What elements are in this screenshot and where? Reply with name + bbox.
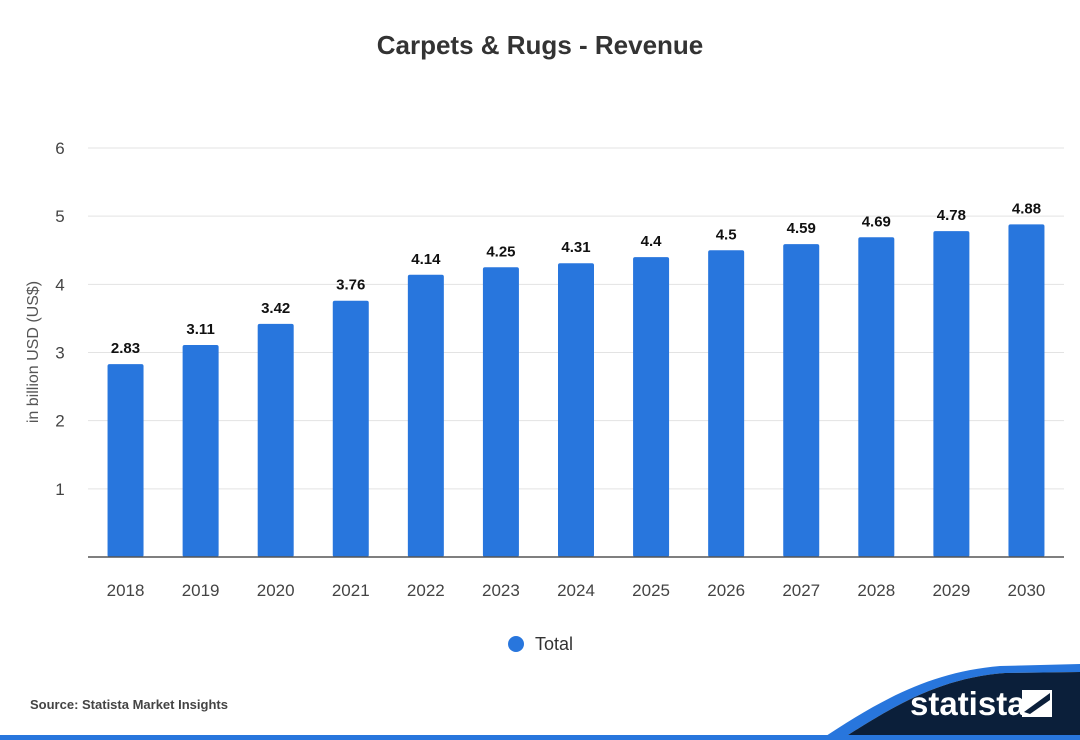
data-label-2022: 4.14 [411, 251, 441, 268]
x-tick-label-2027: 2027 [782, 581, 820, 600]
x-tick-label-2021: 2021 [332, 581, 370, 600]
data-label-2023: 4.25 [486, 243, 515, 260]
chart-title: Carpets & Rugs - Revenue [376, 30, 704, 60]
data-label-2027: 4.59 [787, 220, 816, 237]
y-tick-label: 4 [55, 275, 64, 294]
bar-2029[interactable] [933, 231, 970, 557]
x-tick-label-2018: 2018 [107, 581, 145, 600]
x-axis: 2018 2019 2020 2021 2022 2023 2024 2025 2026 2027… [88, 556, 1064, 600]
y-tick-label: 1 [55, 480, 64, 499]
x-tick-label-2019: 2019 [182, 581, 220, 600]
data-labels: 2.83 3.11 3.42 3.76 4.14 4.25 4.31 4.4 4.5 4.59 4.… [111, 200, 1041, 357]
statista-logo[interactable]: statista [820, 664, 1080, 740]
bar-2022[interactable] [407, 274, 444, 557]
data-label-2028: 4.69 [862, 213, 891, 230]
x-tick-label-2020: 2020 [257, 581, 295, 600]
bar-2018[interactable] [107, 364, 144, 557]
x-tick-label-2023: 2023 [482, 581, 520, 600]
data-label-2018: 2.83 [111, 340, 140, 357]
y-tick-label: 6 [55, 139, 64, 158]
bar-2019[interactable] [182, 345, 219, 557]
x-tick-label-2024: 2024 [557, 581, 595, 600]
x-tick-label-2022: 2022 [407, 581, 445, 600]
statista-mark-icon [1022, 690, 1052, 717]
y-tick-label: 3 [55, 344, 64, 363]
source-note: Source: Statista Market Insights [30, 697, 228, 712]
x-tick-label-2025: 2025 [632, 581, 670, 600]
bar-2027[interactable] [783, 244, 820, 558]
legend-label-total: Total [535, 634, 573, 654]
y-axis: 1 2 3 4 5 6 [55, 139, 64, 499]
y-tick-label: 5 [55, 207, 64, 226]
x-tick-label-2028: 2028 [857, 581, 895, 600]
bar-2026[interactable] [708, 250, 745, 557]
legend[interactable]: Total [508, 634, 573, 654]
bar-2023[interactable] [482, 267, 519, 557]
data-label-2024: 4.31 [561, 239, 590, 256]
logo-accent-stripe [820, 664, 1080, 740]
data-label-2029: 4.78 [937, 207, 966, 224]
x-tick-label-2030: 2030 [1008, 581, 1046, 600]
data-label-2030: 4.88 [1012, 200, 1041, 217]
data-label-2025: 4.4 [641, 233, 663, 250]
data-label-2019: 3.11 [186, 321, 214, 338]
bar-2030[interactable] [1008, 224, 1045, 557]
data-label-2021: 3.76 [336, 277, 365, 294]
data-label-2020: 3.42 [261, 300, 290, 317]
bar-2021[interactable] [332, 300, 369, 557]
data-label-2026: 4.5 [716, 226, 737, 243]
statista-wordmark: statista [910, 685, 1026, 722]
x-tick-label-2029: 2029 [932, 581, 970, 600]
y-axis-title: in billion USD (US$) [25, 281, 42, 423]
bar-2025[interactable] [633, 257, 670, 557]
bar-2028[interactable] [858, 237, 895, 557]
legend-swatch-total [508, 636, 524, 652]
logo-background [840, 672, 1080, 740]
x-tick-label-2026: 2026 [707, 581, 745, 600]
bar-2020[interactable] [257, 323, 294, 557]
bars [107, 224, 1045, 558]
bar-2024[interactable] [558, 263, 594, 557]
bottom-accent-strip [0, 735, 1080, 740]
y-tick-label: 2 [55, 412, 64, 431]
